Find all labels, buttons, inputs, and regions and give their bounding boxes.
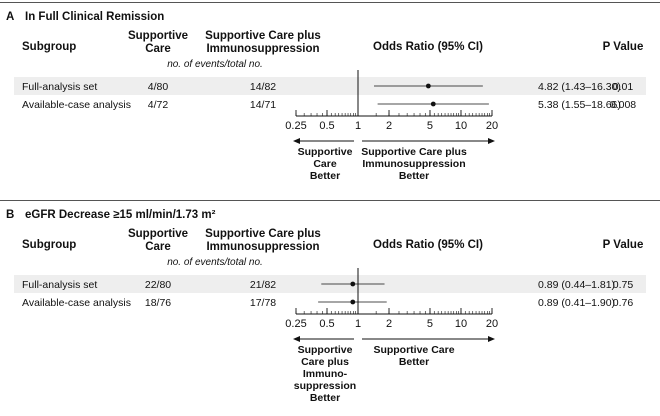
forest-panel-a bbox=[0, 2, 660, 144]
supportive-care-header: Supportive bbox=[128, 228, 188, 240]
x-tick-label: 0.25 bbox=[285, 120, 306, 132]
subgroup-header: Subgroup bbox=[22, 41, 76, 53]
x-tick-label: 0.25 bbox=[285, 318, 306, 330]
immunosuppression-value: 14/82 bbox=[250, 81, 276, 93]
left-arrow-head bbox=[293, 138, 300, 144]
odds-ratio-point bbox=[350, 281, 356, 287]
odds-ratio-text: 0.89 (0.44–1.81) bbox=[538, 279, 615, 291]
left-favors-label: Immuno- bbox=[303, 368, 348, 380]
supportive-care-header: Care bbox=[145, 43, 171, 55]
x-tick-label: 5 bbox=[427, 318, 433, 330]
immunosuppression-header: Immunosuppression bbox=[206, 43, 319, 55]
row-label: Full-analysis set bbox=[22, 81, 97, 93]
immunosuppression-header: Immunosuppression bbox=[206, 241, 319, 253]
supportive-care-value: 4/72 bbox=[148, 99, 169, 111]
p-value-header: P Value bbox=[603, 41, 644, 53]
odds-ratio-point bbox=[350, 299, 356, 305]
row-label: Available-case analysis bbox=[22, 297, 131, 309]
odds-ratio-header: Odds Ratio (95% CI) bbox=[373, 239, 483, 251]
left-favors-label: Supportive bbox=[298, 146, 353, 158]
x-tick-label: 1 bbox=[355, 120, 361, 132]
immunosuppression-value: 21/82 bbox=[250, 279, 276, 291]
subgroup-header: Subgroup bbox=[22, 239, 76, 251]
right-arrow-head bbox=[488, 138, 495, 144]
left-favors-label: Care bbox=[313, 158, 337, 170]
x-tick-label: 2 bbox=[386, 120, 392, 132]
x-tick-label: 1 bbox=[355, 318, 361, 330]
odds-ratio-point bbox=[425, 83, 431, 89]
p-value: 0.75 bbox=[613, 279, 634, 291]
x-tick-label: 20 bbox=[486, 318, 498, 330]
p-value-header: P Value bbox=[603, 239, 644, 251]
right-favors-label: Supportive Care bbox=[373, 344, 454, 356]
odds-ratio-header: Odds Ratio (95% CI) bbox=[373, 41, 483, 53]
left-arrow-head bbox=[293, 336, 300, 342]
left-favors-label: Better bbox=[310, 392, 340, 404]
supportive-care-value: 4/80 bbox=[148, 81, 169, 93]
right-favors-label: Immunosuppression bbox=[362, 158, 465, 170]
left-favors-label: suppression bbox=[294, 380, 356, 392]
supportive-care-value: 22/80 bbox=[145, 279, 171, 291]
x-tick-label: 20 bbox=[486, 120, 498, 132]
x-tick-label: 10 bbox=[455, 120, 467, 132]
panel-title: eGFR Decrease ≥15 ml/min/1.73 m² bbox=[25, 209, 216, 221]
right-favors-label: Better bbox=[399, 356, 429, 368]
x-tick-label: 5 bbox=[427, 120, 433, 132]
row-label: Full-analysis set bbox=[22, 279, 97, 291]
supportive-care-header: Care bbox=[145, 241, 171, 253]
panel-letter: B bbox=[6, 209, 14, 221]
x-tick-label: 10 bbox=[455, 318, 467, 330]
left-favors-label: Supportive bbox=[298, 344, 353, 356]
x-tick-label: 2 bbox=[386, 318, 392, 330]
x-tick-label: 0.5 bbox=[319, 120, 334, 132]
supportive-care-value: 18/76 bbox=[145, 297, 171, 309]
immunosuppression-header: Supportive Care plus bbox=[205, 228, 321, 240]
p-value: 0.008 bbox=[610, 99, 636, 111]
immunosuppression-header: Supportive Care plus bbox=[205, 30, 321, 42]
events-note: no. of events/total no. bbox=[167, 257, 263, 268]
right-favors-label: Better bbox=[399, 170, 429, 182]
p-value: 0.76 bbox=[613, 297, 634, 309]
forest-panel-b bbox=[0, 200, 660, 342]
panel-title: In Full Clinical Remission bbox=[25, 11, 164, 23]
odds-ratio-text: 5.38 (1.55–18.66) bbox=[538, 99, 621, 111]
left-favors-label: Better bbox=[310, 170, 340, 182]
supportive-care-header: Supportive bbox=[128, 30, 188, 42]
odds-ratio-text: 4.82 (1.43–16.30) bbox=[538, 81, 621, 93]
right-arrow-head bbox=[488, 336, 495, 342]
x-tick-label: 0.5 bbox=[319, 318, 334, 330]
odds-ratio-point bbox=[430, 101, 436, 107]
row-label: Available-case analysis bbox=[22, 99, 131, 111]
panel-letter: A bbox=[6, 11, 14, 23]
events-note: no. of events/total no. bbox=[167, 59, 263, 70]
right-favors-label: Supportive Care plus bbox=[361, 146, 467, 158]
immunosuppression-value: 14/71 bbox=[250, 99, 276, 111]
p-value: 0.01 bbox=[613, 81, 634, 93]
immunosuppression-value: 17/78 bbox=[250, 297, 276, 309]
left-favors-label: Care plus bbox=[301, 356, 349, 368]
table-row-shade bbox=[14, 77, 646, 95]
odds-ratio-text: 0.89 (0.41–1.90) bbox=[538, 297, 615, 309]
